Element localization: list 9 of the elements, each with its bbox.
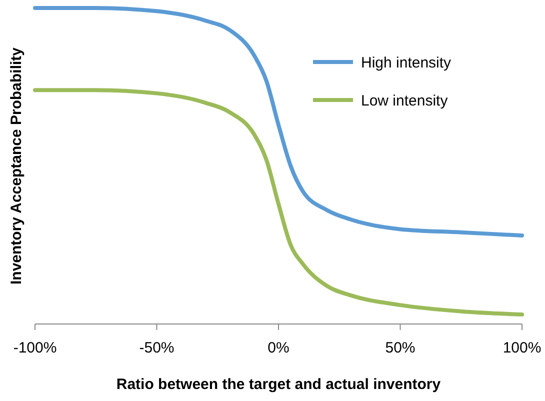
x-tick-label: 0%: [268, 340, 290, 356]
x-axis-title: Ratio between the target and actual inventory: [116, 376, 442, 393]
x-tick-label: -50%: [139, 340, 174, 356]
y-axis-title: Inventory Acceptance Probability: [8, 46, 25, 285]
legend-label: Low intensity: [361, 92, 448, 110]
legend-label: High intensity: [361, 54, 452, 72]
x-tick-label: -100%: [13, 340, 57, 356]
x-tick-label: 100%: [502, 340, 542, 356]
x-tick-label: 50%: [385, 340, 416, 356]
